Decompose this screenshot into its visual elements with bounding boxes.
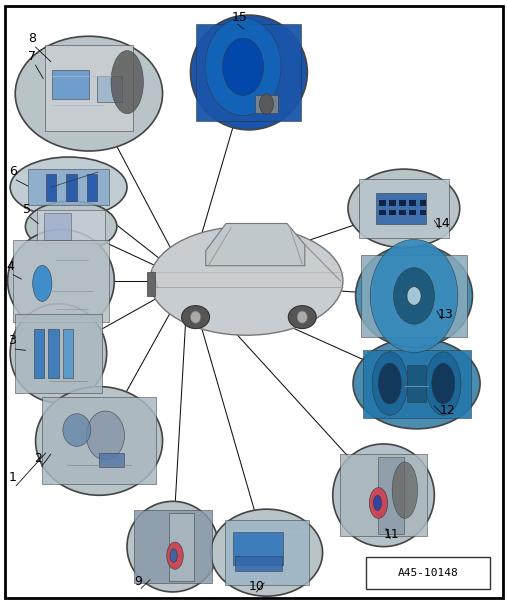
Ellipse shape <box>15 36 163 151</box>
Ellipse shape <box>150 226 343 335</box>
Ellipse shape <box>205 18 281 115</box>
Text: 6: 6 <box>9 165 17 178</box>
Bar <box>45 45 133 130</box>
Ellipse shape <box>170 549 177 562</box>
Ellipse shape <box>223 38 264 95</box>
Bar <box>361 255 466 337</box>
Ellipse shape <box>260 94 273 114</box>
Bar <box>378 457 404 534</box>
Text: 4: 4 <box>6 260 14 273</box>
Bar <box>87 174 97 201</box>
Bar <box>255 95 278 112</box>
Ellipse shape <box>425 352 461 416</box>
Text: A45-10148: A45-10148 <box>398 568 458 578</box>
Text: 10: 10 <box>249 580 265 593</box>
Ellipse shape <box>407 287 421 305</box>
Circle shape <box>190 311 201 323</box>
Ellipse shape <box>182 306 210 329</box>
Bar <box>52 70 89 99</box>
Bar <box>409 200 416 205</box>
Ellipse shape <box>348 169 460 248</box>
Bar <box>379 210 386 216</box>
Ellipse shape <box>190 15 307 130</box>
Text: 14: 14 <box>435 216 451 230</box>
Bar <box>363 350 470 417</box>
Ellipse shape <box>111 51 143 114</box>
Bar <box>389 200 396 205</box>
Bar <box>99 453 124 467</box>
Ellipse shape <box>373 495 382 511</box>
Ellipse shape <box>378 363 401 404</box>
Circle shape <box>297 311 307 323</box>
Ellipse shape <box>63 414 91 446</box>
Bar <box>37 210 106 243</box>
Bar <box>134 510 211 583</box>
Text: 9: 9 <box>135 575 143 588</box>
Text: 15: 15 <box>232 11 247 24</box>
Ellipse shape <box>8 230 114 332</box>
Ellipse shape <box>372 352 407 416</box>
Bar <box>420 200 426 205</box>
Bar <box>63 329 73 378</box>
Bar <box>235 556 282 571</box>
Text: 2: 2 <box>35 452 43 465</box>
Bar <box>420 210 426 216</box>
Ellipse shape <box>86 411 124 460</box>
Ellipse shape <box>10 304 107 403</box>
Ellipse shape <box>33 266 52 301</box>
Bar <box>34 329 44 378</box>
Text: 8: 8 <box>28 32 36 45</box>
Ellipse shape <box>10 157 127 217</box>
Bar <box>97 76 122 101</box>
Bar <box>13 240 109 322</box>
Bar <box>376 193 426 224</box>
FancyBboxPatch shape <box>366 557 490 589</box>
Bar <box>42 397 156 484</box>
Bar <box>409 210 416 216</box>
Bar <box>147 272 155 296</box>
Bar <box>359 179 449 238</box>
Bar <box>15 313 102 393</box>
Text: 3: 3 <box>8 334 16 347</box>
Text: 13: 13 <box>438 308 454 321</box>
Text: 12: 12 <box>439 403 455 417</box>
Bar <box>225 520 309 585</box>
Text: 1: 1 <box>9 471 17 484</box>
Ellipse shape <box>288 306 316 329</box>
Text: 11: 11 <box>384 527 399 541</box>
Bar <box>66 174 77 201</box>
Ellipse shape <box>36 387 163 495</box>
Bar <box>399 200 406 205</box>
Text: 7: 7 <box>28 50 36 63</box>
Ellipse shape <box>356 245 472 347</box>
Bar <box>379 200 386 205</box>
Bar <box>28 169 110 205</box>
Bar <box>399 210 406 216</box>
Bar <box>389 210 396 216</box>
Bar <box>340 454 427 536</box>
Bar <box>407 365 426 402</box>
Ellipse shape <box>167 542 183 569</box>
Text: 5: 5 <box>23 202 31 216</box>
Bar <box>169 513 195 580</box>
Ellipse shape <box>127 501 218 592</box>
Bar <box>233 532 283 565</box>
Ellipse shape <box>333 444 434 547</box>
Ellipse shape <box>369 487 388 518</box>
Ellipse shape <box>370 239 458 353</box>
Ellipse shape <box>353 338 480 429</box>
Bar <box>48 329 59 378</box>
Polygon shape <box>206 223 305 266</box>
Ellipse shape <box>432 363 455 404</box>
Ellipse shape <box>25 201 117 252</box>
Ellipse shape <box>392 462 418 518</box>
Ellipse shape <box>211 509 323 596</box>
Ellipse shape <box>394 268 434 324</box>
Bar <box>196 24 301 121</box>
Bar <box>44 213 71 240</box>
Bar <box>46 174 56 201</box>
